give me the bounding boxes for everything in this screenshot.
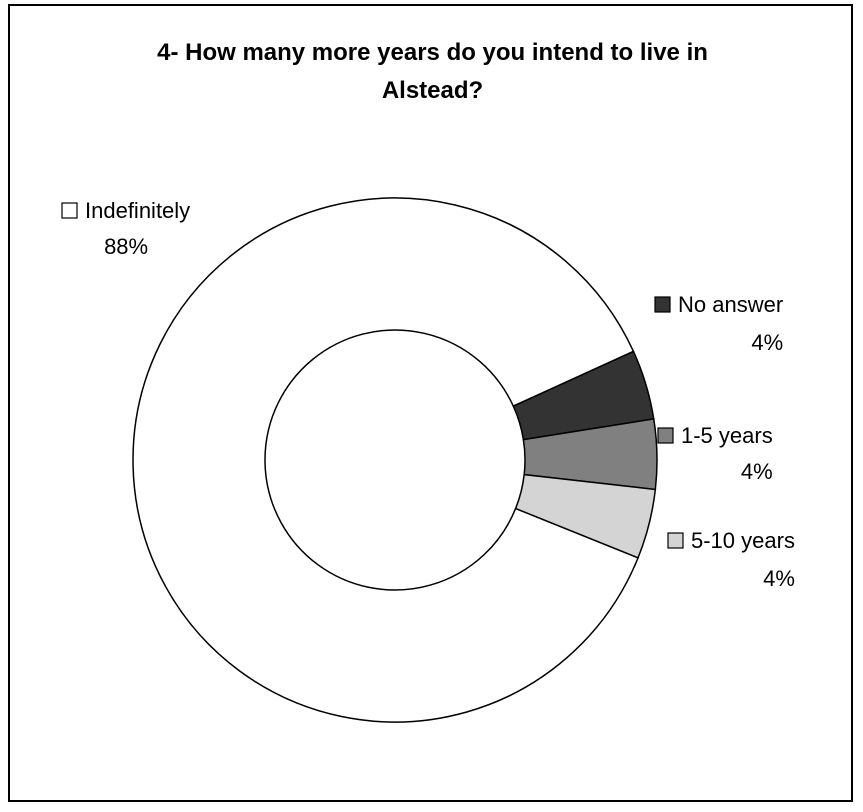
slice-value-5-10-years: 4% (763, 566, 795, 591)
slice-value-1-5-years: 4% (741, 459, 773, 484)
legend-swatch-5-10-years (667, 532, 684, 549)
slice-label-5-10-years: 5-10 years (691, 528, 795, 553)
chart-title: 4- How many more years do you intend to … (10, 34, 855, 110)
legend-swatch-no-answer (654, 296, 671, 313)
chart-title-line-1: 4- How many more years do you intend to … (157, 39, 708, 66)
slice-labels: No answer 4% 1-5 years 4% 5-10 years 4% Indefi… (61, 198, 795, 591)
chart-title-line-2: Alstead? (381, 77, 484, 104)
slice-label-1-5-years: 1-5 years (681, 423, 773, 448)
legend-swatch-indefinitely (61, 202, 78, 219)
doughnut-slices (132, 197, 658, 723)
slice-value-indefinitely: 88% (104, 234, 148, 259)
legend-swatch-1-5-years (657, 427, 674, 444)
slice-indefinitely (132, 197, 640, 723)
slice-value-no-answer: 4% (751, 330, 783, 355)
slice-label-no-answer: No answer (678, 292, 783, 317)
slice-label-indefinitely: Indefinitely (85, 198, 190, 223)
